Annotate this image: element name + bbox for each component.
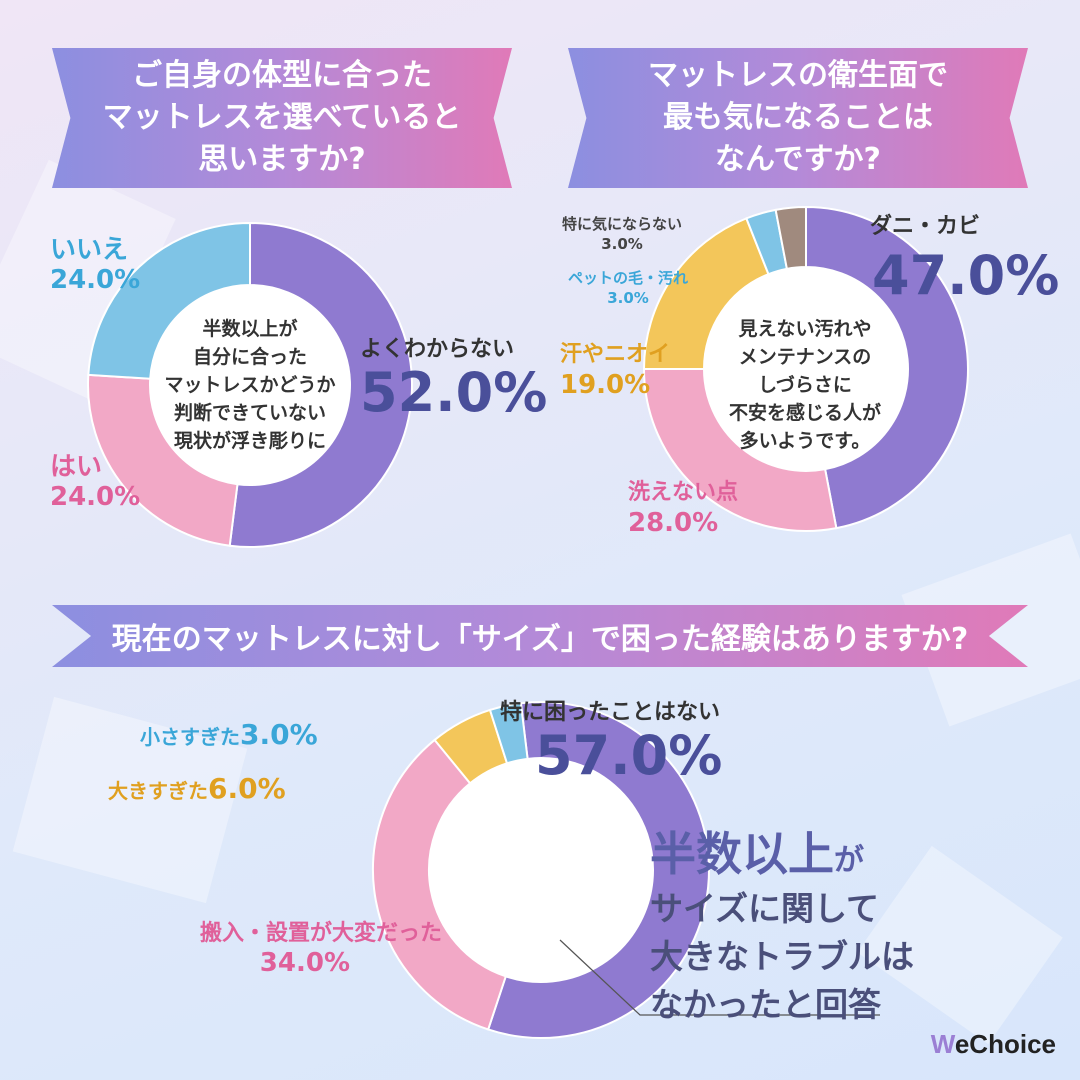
question-2-title-line: 最も気になることは [663, 100, 933, 135]
data-label: 57.0% [535, 724, 723, 787]
donut-slice [228, 221, 413, 548]
category-label: 洗えない点 [628, 480, 739, 505]
summary-emphasis: 半数以上 [650, 827, 834, 881]
category-label: 搬入・設置が大変だった [200, 921, 443, 946]
data-label: 3.0% [240, 718, 318, 751]
question-3-banner: 現在のマットレスに対し「サイズ」で困った経験はありますか? [52, 605, 1028, 667]
data-label: 3.0% [601, 235, 643, 253]
center-note-line: 判断できていない [173, 402, 326, 424]
donut-hole [429, 758, 653, 982]
chart-3-label-toku: 特に困ったことはない 57.0% [500, 698, 722, 784]
chart-1-label-hai: はい 24.0% [50, 452, 140, 512]
donut-hole [150, 285, 350, 485]
center-note-line: マットレスかどうか [164, 374, 336, 396]
chart-3-label-chiisasugi: 小さすぎた3.0% [140, 718, 318, 751]
chart-2-label-toku: 特に気にならない 3.0% [562, 214, 682, 254]
category-label: 大きすぎた [108, 779, 208, 803]
chart-2-label-ase: 汗やニオイ 19.0% [560, 340, 670, 400]
center-note-line: 不安を感じる人が [728, 402, 881, 424]
center-note-line: 現状が浮き彫りに [173, 430, 326, 452]
chart-2-label-pet: ペットの毛・汚れ 3.0% [568, 268, 688, 308]
brand-logo: WeChoice [931, 1029, 1056, 1060]
data-label: 34.0% [259, 948, 350, 978]
summary-suffix: が [834, 843, 864, 878]
chart-2-center-note: 見えない汚れや メンテナンスの しづらさに 不安を感じる人が 多いようです。 [700, 305, 910, 465]
category-label: 特に気にならない [562, 215, 683, 233]
question-1-title-line: ご自身の体型に合った [132, 58, 432, 93]
summary-line: なかったと回答 [650, 985, 881, 1024]
center-note-line: 見えない汚れや [738, 318, 872, 340]
question-1-title-line: マットレスを選べていると [102, 100, 462, 135]
brand-logo-text: eChoice [954, 1029, 1056, 1059]
category-label: 特に困ったことはない [500, 700, 721, 725]
question-1-banner: ご自身の体型に合った マットレスを選べていると 思いますか? [52, 48, 512, 188]
callout-line [559, 939, 880, 1016]
category-label: ダニ・カビ [870, 214, 981, 239]
data-label: 24.0% [50, 265, 141, 295]
data-label: 19.0% [560, 370, 651, 400]
data-label: 6.0% [208, 772, 286, 805]
question-2-title-line: なんですか? [715, 142, 881, 177]
data-label: 52.0% [360, 361, 548, 424]
center-note-line: 自分に合った [192, 346, 307, 368]
question-2-banner: マットレスの衛生面で 最も気になることは なんですか? [568, 48, 1028, 188]
center-note-line: しづらさに [758, 374, 852, 396]
brand-logo-w: W [930, 1029, 955, 1059]
chart-2-label-arae: 洗えない点 28.0% [628, 478, 738, 538]
category-label: 小さすぎた [140, 725, 240, 749]
data-label: 3.0% [607, 289, 649, 307]
chart-3-summary-note: 半数以上が サイズに関して 大きなトラブルは なかったと回答 [650, 830, 914, 1029]
data-label: 28.0% [628, 508, 719, 538]
data-label: 24.0% [50, 482, 141, 512]
chart-1-center-note: 半数以上が 自分に合った マットレスかどうか 判断できていない 現状が浮き彫りに [160, 305, 340, 465]
donut-hole [704, 267, 908, 471]
summary-line: サイズに関して [650, 889, 880, 928]
chart-1-label-wakaranai: よくわからない 52.0% [360, 335, 547, 421]
summary-line: 大きなトラブルは [650, 937, 914, 976]
center-note-line: 半数以上が [202, 318, 298, 340]
chart-2-value-dani: 47.0% [872, 248, 1059, 304]
category-label: ペットの毛・汚れ [568, 269, 689, 287]
chart-3-label-ookisugi: 大きすぎた6.0% [108, 772, 286, 805]
donut-chart-1 [87, 221, 413, 548]
category-label: いいえ [50, 235, 129, 265]
question-3-title: 現在のマットレスに対し「サイズ」で困った経験はありますか? [111, 622, 969, 657]
donut-chart-2 [642, 205, 969, 532]
category-label: 汗やニオイ [560, 342, 671, 367]
chart-1-label-iie: いいえ 24.0% [50, 235, 140, 295]
data-label: 47.0% [872, 244, 1060, 307]
question-2-title-line: マットレスの衛生面で [648, 58, 948, 93]
center-note-line: 多いようです。 [739, 430, 871, 452]
question-1-title-line: 思いますか? [198, 142, 366, 177]
center-note-line: メンテナンスの [738, 346, 872, 368]
chart-2-label-dani: ダニ・カビ [870, 212, 980, 242]
donut-chart-3 [372, 701, 710, 1039]
summary-line: 半数以上が [650, 830, 914, 885]
category-label: はい [50, 452, 103, 482]
category-label: よくわからない [360, 337, 515, 362]
chart-3-label-hannyu: 搬入・設置が大変だった 34.0% [200, 920, 443, 978]
